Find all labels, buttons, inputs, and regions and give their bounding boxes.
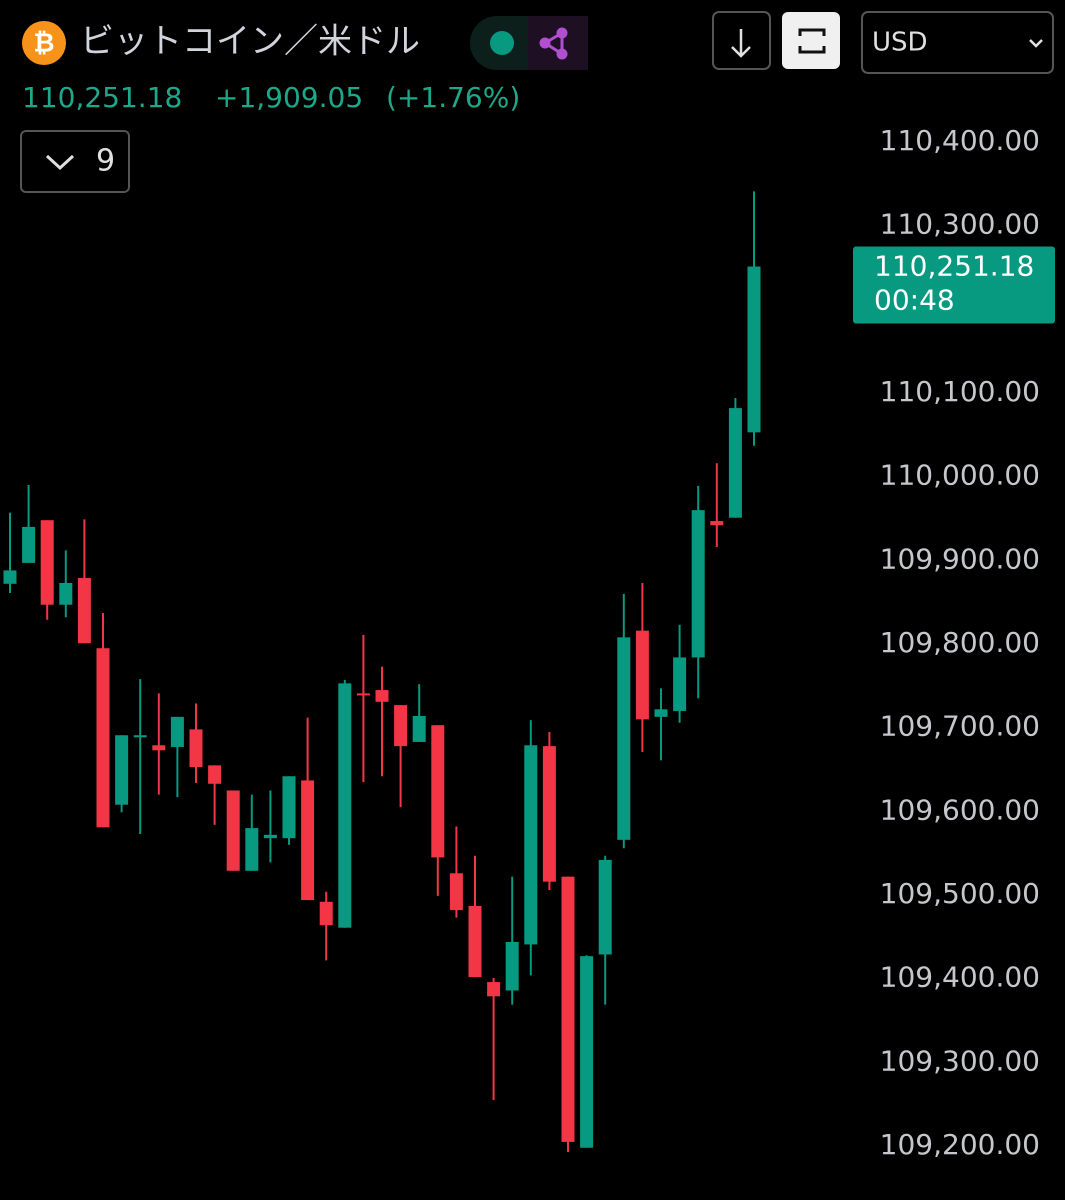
candle-body — [449, 873, 463, 911]
fullscreen-icon — [798, 28, 826, 54]
y-tick-label: 109,900.00 — [880, 542, 1040, 575]
candle-body — [598, 859, 612, 955]
candle-body — [133, 735, 147, 738]
y-tick-label: 109,700.00 — [880, 710, 1040, 743]
candle-body — [77, 577, 91, 644]
price-tag — [853, 246, 1055, 324]
coin-icon — [22, 21, 66, 65]
candle-body — [170, 716, 184, 747]
y-tick-label: 110,400.00 — [880, 124, 1040, 157]
last-price: 110,251.18 — [22, 81, 182, 114]
currency-select[interactable] — [861, 11, 1054, 74]
candle-body — [226, 790, 240, 871]
candle-body — [524, 745, 538, 945]
candle-body — [561, 876, 575, 1142]
candle-body — [319, 901, 333, 926]
collapse-icon — [45, 154, 75, 171]
candle-body — [189, 729, 203, 768]
candle-body — [673, 657, 687, 711]
y-tick-label: 109,600.00 — [880, 793, 1040, 826]
candle-body — [487, 982, 501, 997]
coin-symbol: ₿ — [33, 29, 54, 59]
candle-body — [394, 705, 408, 747]
candle-body — [375, 690, 389, 702]
candle-body — [431, 725, 445, 858]
candle-body — [617, 637, 631, 840]
status-pill-right — [528, 16, 588, 70]
candle-body — [580, 956, 594, 1148]
indicator-count: 9 — [96, 144, 115, 179]
candle-body — [747, 266, 761, 433]
price-change: +1,909.05 — [215, 81, 363, 114]
chevron-icon — [1029, 39, 1043, 48]
y-tick-label: 110,300.00 — [880, 208, 1040, 241]
y-tick-label: 109,200.00 — [880, 1128, 1040, 1161]
candle-body — [635, 630, 649, 720]
candle-body — [115, 735, 129, 805]
candle-body — [691, 510, 705, 658]
arrow-down-icon — [731, 29, 751, 58]
y-tick-label: 110,100.00 — [880, 375, 1040, 408]
candle-body — [542, 746, 556, 882]
candle-body — [505, 941, 519, 991]
currency-label: USD — [872, 28, 928, 58]
candle-body — [710, 521, 724, 526]
candle-body — [301, 780, 315, 901]
price-change-percent: (+1.76%) — [386, 81, 520, 114]
candle-body — [468, 905, 482, 978]
candle-body — [263, 834, 277, 839]
candle-body — [152, 745, 166, 751]
y-tick-label: 109,300.00 — [880, 1044, 1040, 1077]
candle-body — [338, 683, 352, 928]
candle-body — [282, 776, 296, 839]
y-tick-label: 109,400.00 — [880, 961, 1040, 994]
y-tick-label: 109,500.00 — [880, 877, 1040, 910]
candle-body — [654, 709, 668, 717]
fullscreen-button[interactable] — [782, 12, 840, 69]
y-tick-label: 109,800.00 — [880, 626, 1040, 659]
indicator-toggle[interactable] — [20, 130, 130, 193]
pair-title: ビットコイン／米ドル — [80, 22, 420, 62]
price-tag-price: 110,251.18 — [874, 250, 1034, 283]
candle-body — [356, 693, 370, 696]
candle-body — [40, 520, 54, 605]
candle-body — [412, 716, 426, 742]
price-tag-timer: 00:48 — [874, 284, 955, 317]
y-tick-label: 110,000.00 — [880, 459, 1040, 492]
candle-body — [208, 765, 222, 784]
candle-body — [59, 582, 73, 605]
candle-body — [728, 408, 742, 518]
candle-body — [96, 648, 110, 828]
candle-body — [3, 570, 17, 584]
market-open-dot — [490, 31, 514, 55]
candle-body — [22, 526, 36, 563]
network-icon — [539, 27, 568, 60]
candle-body — [245, 828, 259, 871]
